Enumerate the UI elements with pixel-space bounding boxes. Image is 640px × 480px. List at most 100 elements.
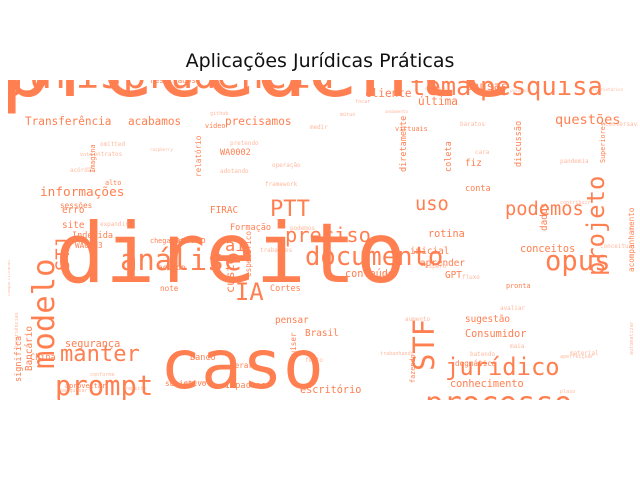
cloud-word: acórdão [70, 167, 96, 175]
cloud-word: Banco [190, 352, 216, 363]
cloud-word: aprender [420, 257, 466, 269]
cloud-word: jurisprudência [8, 80, 334, 95]
cloud-word: última [418, 94, 458, 108]
cloud-word: acabamos [128, 114, 182, 128]
cloud-word: podemos [505, 199, 584, 221]
cloud-word: IA [235, 278, 264, 307]
cloud-word: contratos [90, 151, 123, 159]
cloud-word: raspberry [150, 147, 174, 153]
cloud-word: informações [40, 185, 125, 201]
cloud-word: trabanhando [380, 350, 414, 357]
cloud-word: expandir [100, 221, 129, 229]
cloud-word: automatizar [629, 321, 635, 355]
cloud-word: ai [225, 236, 246, 256]
cloud-word: pesquisa [480, 80, 603, 102]
cloud-word: repeito [125, 385, 147, 392]
cloud-word: focar [355, 98, 371, 105]
cloud-word: processo [425, 389, 572, 400]
cloud-word: Bancário [24, 325, 35, 371]
cloud-word: github [210, 110, 229, 117]
cloud-word: preciso [285, 222, 371, 247]
cloud-word: uso [415, 194, 449, 216]
cloud-word: aumento [405, 316, 431, 324]
cloud-word: opus [545, 245, 611, 277]
cloud-word: STJ [53, 237, 74, 272]
cloud-word: GPT [445, 269, 462, 281]
cloud-word: alto [105, 179, 122, 188]
cloud-word: discussão [514, 120, 524, 167]
cloud-word: sessões [60, 201, 93, 211]
cloud-word: fazendo [409, 354, 417, 384]
cloud-word: chegando [150, 237, 183, 246]
cloud-word: precedente [8, 80, 512, 110]
cloud-word: pandemia [560, 158, 589, 166]
cloud-word: fluxo [462, 274, 480, 282]
cloud-word: prompt [55, 370, 154, 400]
cloud-word: trabalhos [260, 247, 293, 255]
cloud-word: maia [510, 343, 525, 351]
cloud-word: manter [60, 340, 140, 367]
cloud-word: sugestão [465, 313, 511, 325]
cloud-word: veio [383, 271, 398, 279]
cloud-word: note [160, 284, 179, 294]
cloud-word: Superiores [599, 122, 607, 164]
cloud-word: fiz [465, 157, 482, 169]
cloud-word: dados [539, 202, 550, 231]
cloud-word: rotina [428, 228, 465, 240]
cloud-word: baratos [460, 121, 486, 129]
cloud-word: custo [223, 257, 237, 294]
cloud-word: gerarmos [185, 379, 210, 386]
cloud-word: cara [475, 149, 490, 157]
cloud-word: gerar [230, 361, 254, 371]
cloud-word: conhecimento [450, 378, 524, 390]
cloud-word: tema [410, 80, 472, 102]
cloud-word: Transferência [25, 114, 112, 128]
cloud-word: causas [465, 80, 508, 94]
cloud-word: voto [80, 151, 93, 158]
cloud-word: análise [120, 243, 242, 278]
cloud-word: WA0002 [220, 147, 251, 158]
cloud-word: Impactos [225, 380, 266, 391]
cloud-word: documento [305, 241, 444, 272]
cloud-word: quiser [289, 332, 298, 361]
cloud-word: medir [310, 124, 328, 132]
cloud-word: omitted [100, 141, 126, 149]
cloud-word: Brasil [305, 327, 339, 339]
cloud-word: podemos [290, 225, 316, 233]
cloud-word: FIRAC [210, 204, 239, 216]
cloud-word: questões [555, 112, 621, 129]
cloud-word: Espero [425, 263, 447, 271]
cloud-word: possamos [510, 88, 531, 94]
cloud-word: Formação [230, 222, 271, 233]
page-title: Aplicações Jurídicas Práticas [185, 50, 455, 72]
cloud-word: específico [244, 231, 253, 278]
cloud-word: operação [272, 162, 301, 170]
cloud-word: conceitos [520, 243, 576, 255]
cloud-word: jurídico [445, 353, 560, 382]
cloud-word: batendo [470, 351, 496, 359]
cloud-word: andamento [385, 109, 409, 115]
cloud-word: experiências [14, 312, 20, 349]
cloud-word: conta [465, 183, 491, 194]
cloud-word: conforme [90, 371, 115, 378]
cloud-word: plaso [560, 388, 576, 395]
cloud-word: ethereum [425, 86, 446, 92]
cloud-word: direito [55, 204, 407, 302]
cloud-word: inicial [410, 245, 450, 257]
cloud-word: acesso [175, 235, 206, 246]
cloud-word: erro [62, 204, 85, 216]
cloud-word: mútuo [340, 111, 356, 118]
word-cloud: precedentedireitocasojurisprudênciamodel… [8, 80, 638, 400]
cloud-word: Indevida [72, 230, 113, 241]
cloud-word: acompanhamento [627, 207, 636, 273]
cloud-word: pronta [506, 282, 531, 291]
cloud-word: pesquisar [60, 387, 88, 394]
cloud-word: compartilhando [8, 259, 12, 296]
cloud-word: diretamente [399, 115, 409, 172]
cloud-word: precisamos [225, 114, 292, 128]
cloud-word: Cortes [270, 283, 301, 294]
cloud-word: resultados [150, 80, 197, 86]
cloud-word: China [30, 352, 56, 363]
cloud-word: site [62, 219, 85, 231]
cloud-word: relatório [194, 135, 203, 178]
